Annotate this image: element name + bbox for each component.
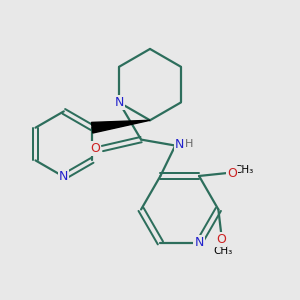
Text: N: N — [114, 96, 124, 109]
Text: N: N — [59, 170, 68, 183]
Text: H: H — [185, 139, 194, 149]
Polygon shape — [92, 120, 150, 133]
Text: N: N — [175, 138, 184, 151]
Text: CH₃: CH₃ — [234, 165, 253, 175]
Text: O: O — [216, 233, 226, 246]
Text: CH₃: CH₃ — [213, 246, 232, 256]
Text: O: O — [227, 167, 237, 179]
Text: O: O — [90, 142, 100, 155]
Text: N: N — [194, 236, 204, 249]
